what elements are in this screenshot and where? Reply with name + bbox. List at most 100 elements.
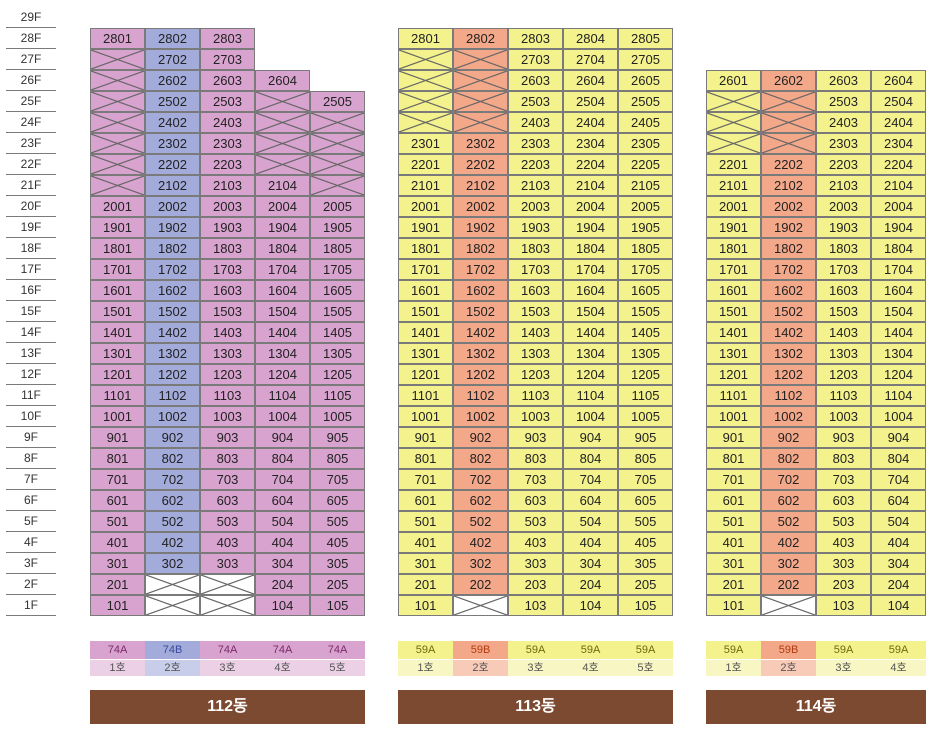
unit-cell[interactable]: 1704 [563,259,618,280]
unit-cell[interactable]: 2603 [508,70,563,91]
unit-cell[interactable]: 1004 [255,406,310,427]
unit-cell[interactable]: 2202 [761,154,816,175]
unit-cell[interactable]: 104 [563,595,618,616]
unit-cell[interactable]: 2804 [563,28,618,49]
unit-cell[interactable]: 1801 [398,238,453,259]
unit-cell[interactable]: 701 [398,469,453,490]
unit-cell[interactable]: 2303 [508,133,563,154]
unit-cell[interactable]: 702 [453,469,508,490]
unit-cell[interactable]: 302 [145,553,200,574]
unit-cell[interactable]: 1203 [200,364,255,385]
unit-cell[interactable]: 1801 [90,238,145,259]
unit-cell[interactable]: 1802 [761,238,816,259]
unit-cell[interactable]: 405 [310,532,365,553]
unit-cell[interactable]: 2001 [706,196,761,217]
unit-cell[interactable]: 502 [453,511,508,532]
unit-cell[interactable]: 1601 [398,280,453,301]
unit-cell[interactable]: 2801 [398,28,453,49]
unit-cell[interactable]: 2201 [398,154,453,175]
unit-cell[interactable]: 704 [871,469,926,490]
unit-cell[interactable]: 802 [145,448,200,469]
unit-cell[interactable]: 1405 [310,322,365,343]
unit-cell[interactable]: 2605 [618,70,673,91]
unit-cell[interactable]: 2002 [453,196,508,217]
unit-cell[interactable]: 1204 [255,364,310,385]
unit-cell[interactable]: 2103 [508,175,563,196]
unit-cell[interactable]: 204 [255,574,310,595]
unit-cell[interactable]: 1401 [90,322,145,343]
unit-cell[interactable]: 1904 [871,217,926,238]
unit-cell[interactable]: 802 [761,448,816,469]
unit-cell[interactable]: 2302 [145,133,200,154]
unit-cell[interactable]: 603 [200,490,255,511]
unit-cell[interactable]: 1101 [398,385,453,406]
unit-cell[interactable]: 901 [90,427,145,448]
unit-cell[interactable]: 603 [816,490,871,511]
unit-cell[interactable]: 1403 [200,322,255,343]
unit-cell[interactable]: 1903 [816,217,871,238]
unit-cell[interactable]: 104 [871,595,926,616]
unit-cell[interactable]: 2603 [200,70,255,91]
unit-cell[interactable]: 1702 [145,259,200,280]
unit-cell[interactable]: 402 [145,532,200,553]
unit-cell[interactable]: 1703 [816,259,871,280]
unit-cell[interactable]: 1304 [255,343,310,364]
unit-cell[interactable]: 504 [871,511,926,532]
unit-cell[interactable]: 2103 [816,175,871,196]
unit-cell[interactable]: 2005 [618,196,673,217]
unit-cell[interactable]: 1502 [145,301,200,322]
unit-cell[interactable]: 1602 [761,280,816,301]
unit-cell[interactable]: 503 [200,511,255,532]
unit-cell[interactable]: 404 [563,532,618,553]
unit-cell[interactable]: 2703 [200,49,255,70]
unit-cell[interactable]: 101 [398,595,453,616]
unit-cell[interactable]: 1401 [398,322,453,343]
unit-cell[interactable]: 302 [453,553,508,574]
unit-cell[interactable]: 705 [310,469,365,490]
unit-cell[interactable]: 905 [618,427,673,448]
unit-cell[interactable]: 1201 [706,364,761,385]
unit-cell[interactable]: 1301 [398,343,453,364]
unit-cell[interactable]: 2104 [563,175,618,196]
unit-cell[interactable]: 2002 [145,196,200,217]
unit-cell[interactable]: 1501 [706,301,761,322]
unit-cell[interactable]: 1605 [310,280,365,301]
unit-cell[interactable]: 2205 [618,154,673,175]
unit-cell[interactable]: 1803 [816,238,871,259]
unit-cell[interactable]: 702 [761,469,816,490]
unit-cell[interactable]: 905 [310,427,365,448]
unit-cell[interactable]: 1901 [398,217,453,238]
unit-cell[interactable]: 1302 [761,343,816,364]
unit-cell[interactable]: 404 [255,532,310,553]
unit-cell[interactable]: 2003 [200,196,255,217]
unit-cell[interactable]: 1602 [145,280,200,301]
unit-cell[interactable]: 2303 [200,133,255,154]
unit-cell[interactable]: 1805 [310,238,365,259]
unit-cell[interactable]: 2801 [90,28,145,49]
unit-cell[interactable]: 1703 [200,259,255,280]
unit-cell[interactable]: 305 [618,553,673,574]
unit-cell[interactable]: 1601 [90,280,145,301]
unit-cell[interactable]: 1102 [453,385,508,406]
unit-cell[interactable]: 1802 [453,238,508,259]
unit-cell[interactable]: 1701 [706,259,761,280]
unit-cell[interactable]: 1702 [761,259,816,280]
unit-cell[interactable]: 2505 [618,91,673,112]
unit-cell[interactable]: 703 [200,469,255,490]
unit-cell[interactable]: 203 [508,574,563,595]
unit-cell[interactable]: 105 [310,595,365,616]
unit-cell[interactable]: 1401 [706,322,761,343]
unit-cell[interactable]: 2403 [508,112,563,133]
unit-cell[interactable]: 804 [871,448,926,469]
unit-cell[interactable]: 404 [871,532,926,553]
unit-cell[interactable]: 2601 [706,70,761,91]
unit-cell[interactable]: 1704 [255,259,310,280]
unit-cell[interactable]: 904 [255,427,310,448]
unit-cell[interactable]: 2202 [145,154,200,175]
unit-cell[interactable]: 2705 [618,49,673,70]
unit-cell[interactable]: 1504 [871,301,926,322]
unit-cell[interactable]: 304 [255,553,310,574]
unit-cell[interactable]: 1104 [871,385,926,406]
unit-cell[interactable]: 2103 [200,175,255,196]
unit-cell[interactable]: 1505 [618,301,673,322]
